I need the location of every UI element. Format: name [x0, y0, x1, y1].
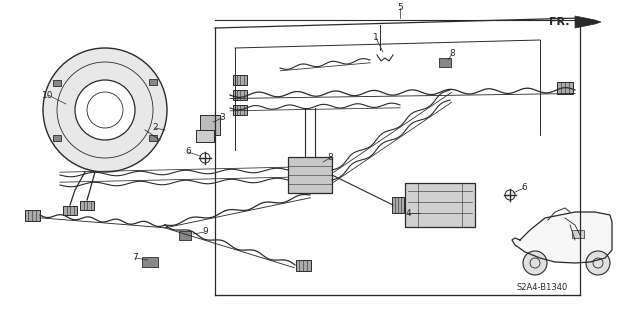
Bar — [233, 90, 247, 100]
Text: S2A4-B1340: S2A4-B1340 — [516, 284, 568, 292]
Bar — [53, 134, 61, 140]
Text: 7: 7 — [132, 253, 138, 262]
Text: 4: 4 — [405, 209, 411, 218]
Circle shape — [523, 251, 547, 275]
Polygon shape — [512, 212, 612, 263]
Text: 5: 5 — [397, 4, 403, 12]
Circle shape — [43, 48, 167, 172]
Bar — [296, 260, 311, 270]
Bar — [233, 75, 247, 85]
Bar — [80, 201, 94, 210]
Circle shape — [586, 251, 610, 275]
Bar — [557, 82, 573, 94]
Text: 6: 6 — [185, 148, 191, 156]
Polygon shape — [575, 16, 601, 28]
Bar — [200, 115, 220, 135]
Bar — [179, 230, 191, 239]
Text: 1: 1 — [373, 34, 379, 43]
Circle shape — [75, 80, 135, 140]
Text: 6: 6 — [521, 183, 527, 193]
Bar — [392, 197, 404, 213]
Bar — [25, 210, 40, 220]
Text: FR.: FR. — [549, 17, 570, 27]
Bar — [149, 134, 157, 140]
Bar — [233, 105, 247, 115]
Text: 3: 3 — [219, 114, 225, 123]
Text: 2: 2 — [152, 124, 158, 132]
Bar — [572, 230, 584, 238]
Text: 9: 9 — [202, 228, 208, 236]
Text: 8: 8 — [327, 154, 333, 163]
Bar — [63, 205, 77, 214]
Bar — [196, 130, 214, 142]
Bar — [288, 157, 332, 193]
Text: 8: 8 — [449, 50, 455, 59]
Bar — [439, 58, 451, 67]
Bar — [149, 79, 157, 85]
Bar — [53, 79, 61, 85]
Bar — [142, 257, 158, 267]
Bar — [405, 183, 475, 227]
Text: 10: 10 — [42, 91, 54, 100]
